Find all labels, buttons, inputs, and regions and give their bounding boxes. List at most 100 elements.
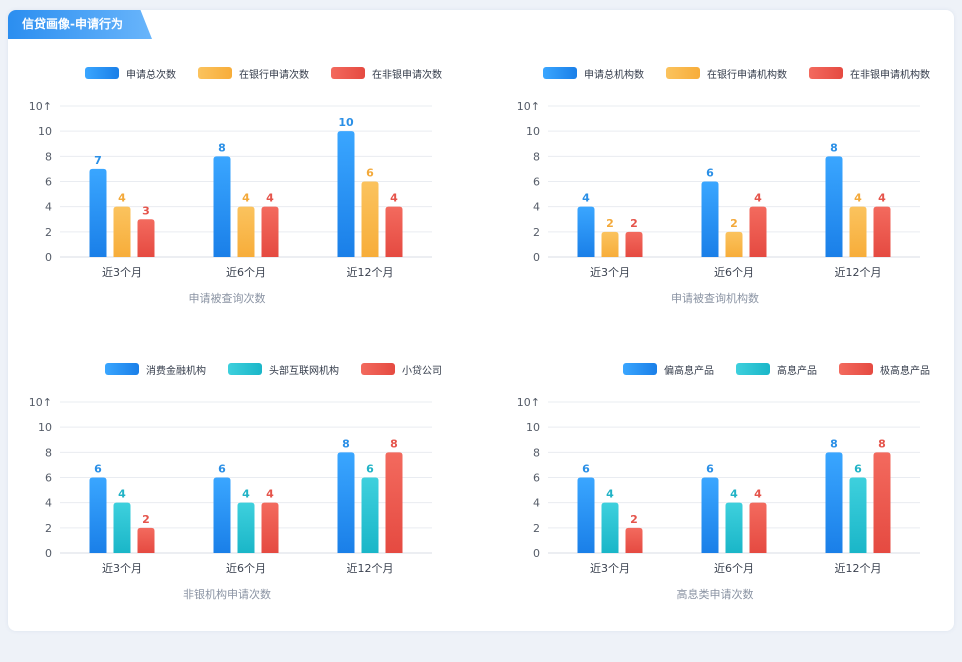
x-tick-label: 近12个月 bbox=[347, 266, 394, 279]
legend-label: 高息产品 bbox=[777, 365, 817, 377]
legend-swatch bbox=[105, 363, 139, 375]
bar[interactable] bbox=[849, 206, 867, 257]
bar[interactable] bbox=[749, 206, 767, 257]
chart-panel-nonbank-application-count: 消费金融机构 头部互联网机构 小贷公司 0 2 4 6 8 10 10↑ 6 4 2 近3个月 6 4 4 近6个… bbox=[12, 362, 442, 662]
page-title: 信贷画像-申请行为 bbox=[8, 10, 152, 39]
data-label: 10 bbox=[338, 116, 354, 129]
bar[interactable] bbox=[137, 219, 155, 257]
y-tick-label: 0 bbox=[533, 251, 540, 264]
y-tick-label: 8 bbox=[45, 446, 52, 459]
data-label: 4 bbox=[118, 192, 126, 205]
data-label: 6 bbox=[854, 463, 862, 476]
bar[interactable] bbox=[873, 206, 891, 257]
bar[interactable] bbox=[601, 231, 619, 257]
bar[interactable] bbox=[701, 477, 719, 554]
legend-item[interactable]: 头部互联网机构 bbox=[228, 362, 339, 377]
legend-item[interactable]: 申请总机构数 bbox=[543, 66, 644, 81]
bar[interactable] bbox=[137, 527, 155, 553]
legend-item[interactable]: 在银行申请次数 bbox=[198, 66, 309, 81]
chart-legend: 偏高息产品 高息产品 极高息产品 bbox=[623, 362, 930, 377]
y-tick-label: 10↑ bbox=[29, 396, 52, 409]
legend-item[interactable]: 申请总次数 bbox=[85, 66, 176, 81]
bar[interactable] bbox=[261, 502, 279, 553]
bar[interactable] bbox=[577, 477, 595, 554]
data-label: 2 bbox=[606, 217, 614, 230]
legend-item[interactable]: 在非银申请机构数 bbox=[809, 66, 930, 81]
chart-legend: 申请总机构数 在银行申请机构数 在非银申请机构数 bbox=[543, 66, 930, 81]
data-label: 8 bbox=[218, 141, 226, 154]
y-tick-label: 2 bbox=[533, 522, 540, 535]
bar[interactable] bbox=[385, 452, 403, 553]
bar[interactable] bbox=[237, 206, 255, 257]
legend-item[interactable]: 高息产品 bbox=[736, 362, 817, 377]
legend-item[interactable]: 极高息产品 bbox=[839, 362, 930, 377]
bar-chart: 0 2 4 6 8 10 10↑ 4 2 2 近3个月 6 2 4 近6个月 8 4 4 近12个月 bbox=[517, 100, 920, 279]
y-tick-label: 10 bbox=[526, 421, 540, 434]
y-tick-label: 0 bbox=[45, 547, 52, 560]
bar[interactable] bbox=[89, 477, 107, 554]
legend-swatch bbox=[85, 67, 119, 79]
legend-swatch bbox=[331, 67, 365, 79]
data-label: 8 bbox=[830, 141, 838, 154]
bar[interactable] bbox=[385, 206, 403, 257]
bar[interactable] bbox=[749, 502, 767, 553]
bar[interactable] bbox=[113, 502, 131, 553]
legend-item[interactable]: 在非银申请次数 bbox=[331, 66, 442, 81]
data-label: 4 bbox=[754, 192, 762, 205]
bar[interactable] bbox=[825, 452, 843, 553]
bar[interactable] bbox=[213, 477, 231, 554]
legend-swatch bbox=[666, 67, 700, 79]
bar[interactable] bbox=[337, 131, 355, 257]
data-label: 3 bbox=[142, 204, 150, 217]
bar[interactable] bbox=[701, 181, 719, 258]
bar[interactable] bbox=[577, 206, 595, 257]
bar[interactable] bbox=[361, 477, 379, 554]
bar[interactable] bbox=[625, 527, 643, 553]
x-tick-label: 近6个月 bbox=[714, 562, 754, 575]
legend-swatch bbox=[198, 67, 232, 79]
legend-swatch bbox=[839, 363, 873, 375]
legend-item[interactable]: 消费金融机构 bbox=[105, 362, 206, 377]
bar[interactable] bbox=[625, 231, 643, 257]
data-label: 4 bbox=[878, 192, 886, 205]
bar[interactable] bbox=[601, 502, 619, 553]
data-label: 6 bbox=[706, 167, 714, 180]
bar[interactable] bbox=[213, 156, 231, 257]
y-tick-label: 2 bbox=[45, 226, 52, 239]
bar[interactable] bbox=[873, 452, 891, 553]
chart-title: 申请被查询机构数 bbox=[671, 292, 759, 305]
y-tick-label: 8 bbox=[45, 150, 52, 163]
data-label: 4 bbox=[242, 192, 250, 205]
bar[interactable] bbox=[725, 502, 743, 553]
y-tick-label: 6 bbox=[533, 176, 540, 189]
bar[interactable] bbox=[725, 231, 743, 257]
bar-chart: 0 2 4 6 8 10 10↑ 6 4 2 近3个月 6 4 4 近6个月 8 6 8 近12个月 bbox=[29, 396, 432, 575]
legend-item[interactable]: 在银行申请机构数 bbox=[666, 66, 787, 81]
chart-panel-high-interest-application-count: 偏高息产品 高息产品 极高息产品 0 2 4 6 8 10 10↑ 6 4 2 近3个月 6 4 4 近6个月 8 6… bbox=[500, 362, 930, 662]
y-tick-label: 6 bbox=[45, 176, 52, 189]
bar[interactable] bbox=[825, 156, 843, 257]
data-label: 4 bbox=[242, 488, 250, 501]
y-tick-label: 10↑ bbox=[517, 100, 540, 113]
bar[interactable] bbox=[337, 452, 355, 553]
data-label: 6 bbox=[582, 463, 590, 476]
y-tick-label: 2 bbox=[45, 522, 52, 535]
data-label: 4 bbox=[582, 192, 590, 205]
bar[interactable] bbox=[89, 168, 107, 257]
bar[interactable] bbox=[261, 206, 279, 257]
chart-title: 申请被查询次数 bbox=[188, 292, 266, 305]
bar[interactable] bbox=[237, 502, 255, 553]
legend-label: 在非银申请次数 bbox=[372, 69, 442, 81]
bar[interactable] bbox=[849, 477, 867, 554]
legend-label: 在银行申请次数 bbox=[239, 69, 309, 81]
legend-label: 申请总次数 bbox=[126, 69, 176, 81]
y-tick-label: 2 bbox=[533, 226, 540, 239]
bar[interactable] bbox=[361, 181, 379, 258]
chart-title: 高息类申请次数 bbox=[676, 588, 754, 601]
y-tick-label: 0 bbox=[45, 251, 52, 264]
bar[interactable] bbox=[113, 206, 131, 257]
chart-panel-application-query-count: 申请总次数 在银行申请次数 在非银申请次数 0 2 4 6 8 10 10↑ 7 4 3 近3个月 8 4 4 近… bbox=[12, 66, 442, 366]
legend-item[interactable]: 偏高息产品 bbox=[623, 362, 714, 377]
y-tick-label: 10 bbox=[526, 125, 540, 138]
legend-item[interactable]: 小贷公司 bbox=[361, 362, 442, 377]
